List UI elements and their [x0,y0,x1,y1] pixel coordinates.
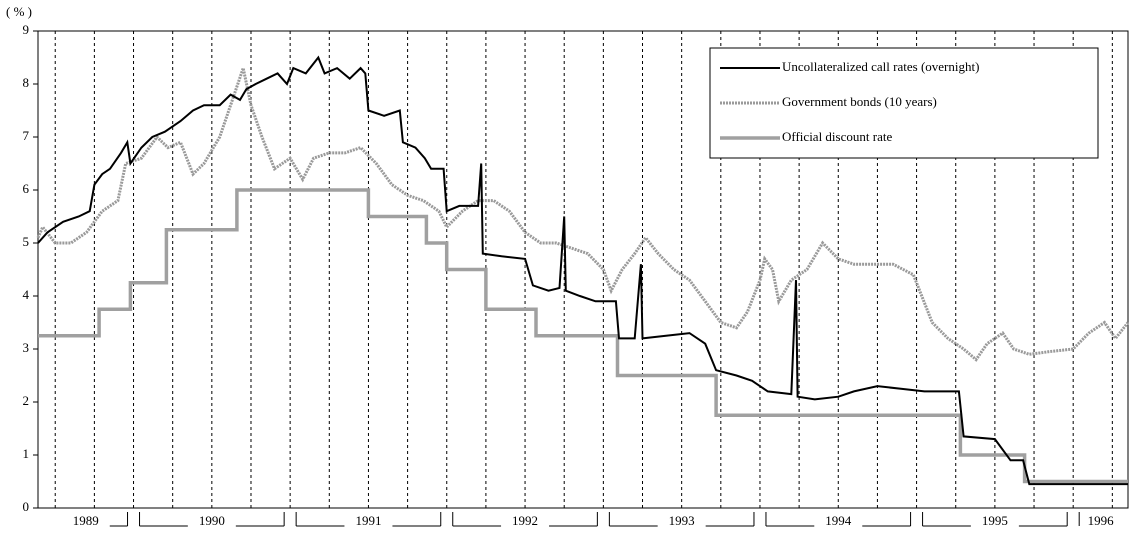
y-tick-label: 2 [23,393,30,408]
y-unit-label: ( % ) [6,4,32,19]
x-tick-label: 1993 [669,513,695,528]
x-tick-label: 1992 [512,513,538,528]
y-tick-label: 7 [23,128,30,143]
y-tick-label: 8 [23,75,30,90]
legend-label: Government bonds (10 years) [782,94,937,109]
x-tick-label: 1989 [73,513,99,528]
x-tick-label: 1990 [199,513,225,528]
series-line [37,55,1128,486]
y-tick-label: 0 [23,499,30,514]
series-line [38,188,1128,484]
y-tick-label: 1 [23,446,30,461]
y-tick-label: 3 [23,340,30,355]
y-tick-label: 4 [23,287,30,302]
y-tick-label: 6 [23,181,30,196]
y-tick-label: 5 [23,234,30,249]
series-line [36,62,1130,362]
y-tick-label: 9 [23,22,30,37]
x-tick-label: 1994 [825,513,852,528]
x-tick-label: 1996 [1088,513,1115,528]
plot-frame [37,30,1129,509]
x-tick-label: 1991 [355,513,381,528]
legend-label: Uncollateralized call rates (overnight) [782,59,979,74]
x-tick-label: 1995 [982,513,1008,528]
legend-label: Official discount rate [782,129,892,144]
